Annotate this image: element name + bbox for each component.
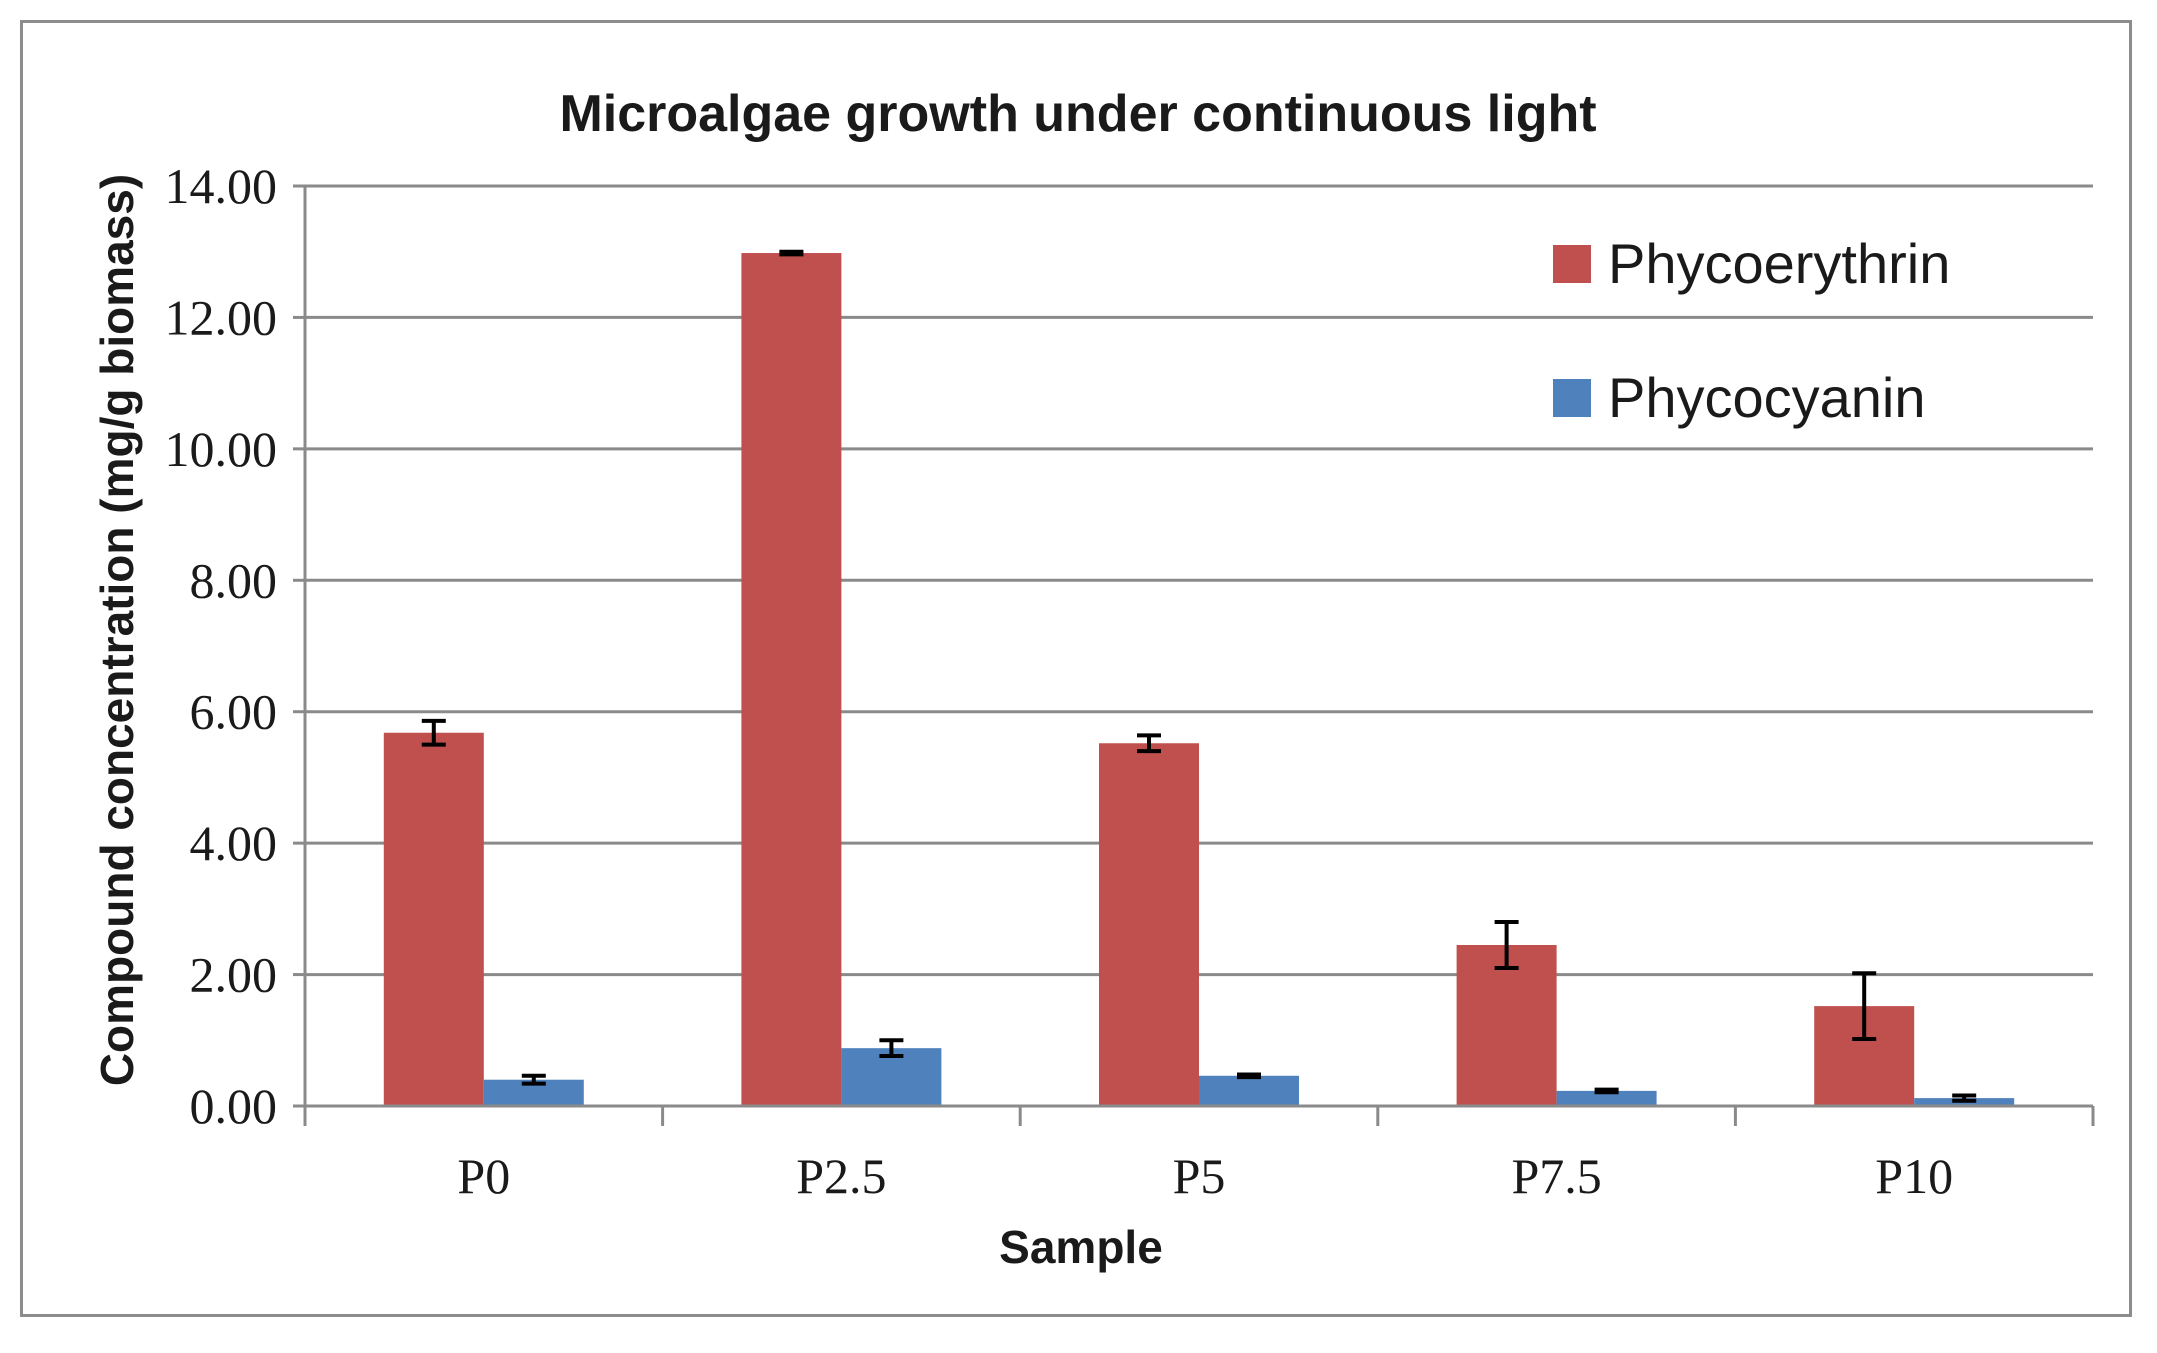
y-tick-label: 0.00 <box>190 1078 278 1134</box>
bar-phycoerythrin <box>1099 743 1199 1106</box>
chart-title: Microalgae growth under continuous light <box>559 85 1596 143</box>
bar-phycoerythrin <box>741 253 842 1106</box>
x-tick-label: P5 <box>1173 1148 1226 1204</box>
legend-swatch-phycocyanin <box>1553 379 1591 417</box>
axes-layer <box>293 184 2095 1126</box>
bar-phycocyanin <box>1556 1090 1657 1106</box>
bars-layer <box>383 253 2015 1106</box>
y-tick-label: 4.00 <box>190 815 278 871</box>
y-tick-label: 12.00 <box>165 289 278 345</box>
labels-layer: 0.00 2.00 4.00 6.00 8.00 10.00 12.00 14.00 P0 P2.… <box>165 158 1954 1204</box>
bar-phycoerythrin <box>383 732 484 1106</box>
y-tick-label: 10.00 <box>165 421 278 477</box>
x-tick-label: P2.5 <box>796 1148 886 1204</box>
legend-label-phycoerythrin: Phycoerythrin <box>1608 232 1950 295</box>
x-tick-label: P0 <box>457 1148 510 1204</box>
x-axis-title: Sample <box>999 1221 1163 1273</box>
y-tick-label: 14.00 <box>165 158 278 214</box>
y-axis-title: Compound concentration (mg/g biomass) <box>91 174 143 1086</box>
x-tick-label: P7.5 <box>1511 1148 1601 1204</box>
x-tick-label: P10 <box>1875 1148 1953 1204</box>
legend-label-phycocyanin: Phycocyanin <box>1608 366 1926 429</box>
errors-layer <box>421 249 1977 1103</box>
legend: Phycoerythrin Phycocyanin <box>1553 232 1950 429</box>
bar-phycocyanin <box>1199 1075 1299 1106</box>
legend-swatch-phycoerythrin <box>1553 245 1591 283</box>
chart-svg: 0.00 2.00 4.00 6.00 8.00 10.00 12.00 14.00 P0 P2.… <box>91 85 2095 1273</box>
y-tick-label: 2.00 <box>190 947 278 1003</box>
bar-phycoerythrin <box>1456 945 1557 1106</box>
y-tick-label: 8.00 <box>190 552 278 608</box>
chart-frame: 0.00 2.00 4.00 6.00 8.00 10.00 12.00 14.00 P0 P2.… <box>20 20 2132 1317</box>
y-tick-label: 6.00 <box>190 684 278 740</box>
grid-layer <box>305 184 2093 977</box>
